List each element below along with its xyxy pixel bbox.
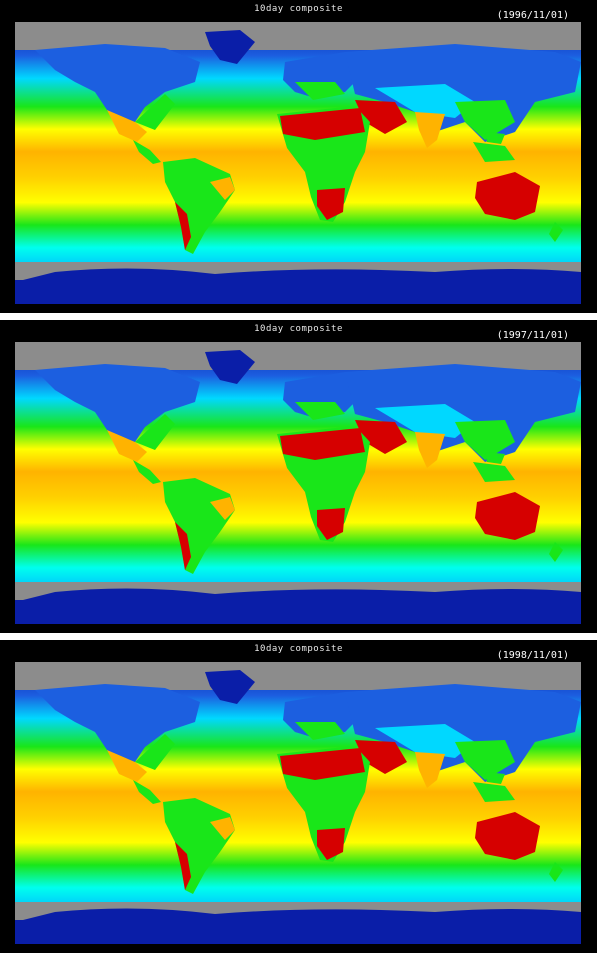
separator [0, 633, 601, 640]
map-panel-1: 10day composite (1996/11/01) [0, 0, 597, 313]
panel-title: 10day composite [254, 4, 343, 14]
world-map [15, 342, 581, 624]
panel-date: (1998/11/01) [496, 650, 569, 661]
panel-date: (1997/11/01) [496, 330, 569, 341]
map-panel-3: 10day composite (1998/11/01) [0, 640, 597, 953]
panel-title: 10day composite [254, 644, 343, 654]
panel-title: 10day composite [254, 324, 343, 334]
world-map [15, 22, 581, 304]
panel-date: (1996/11/01) [496, 10, 569, 21]
world-map [15, 662, 581, 944]
separator [0, 313, 601, 320]
map-panel-2: 10day composite (1997/11/01) [0, 320, 597, 633]
